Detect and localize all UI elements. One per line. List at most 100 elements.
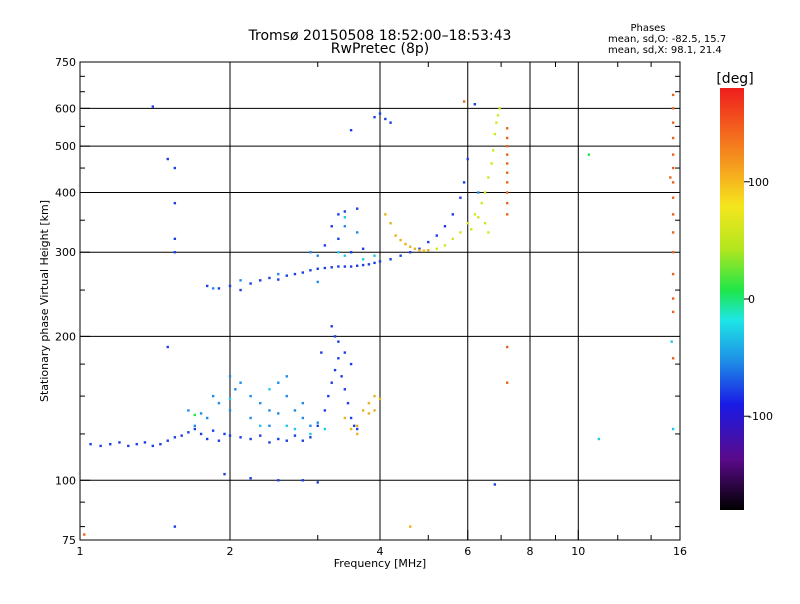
data-point	[470, 228, 473, 231]
data-point	[173, 251, 177, 254]
data-point	[285, 375, 288, 378]
data-point	[337, 340, 340, 343]
y-tick-label: 750	[55, 56, 76, 69]
data-point	[228, 284, 232, 288]
data-point	[505, 181, 509, 184]
data-point	[349, 427, 353, 431]
data-point	[669, 176, 672, 179]
data-point	[670, 340, 673, 343]
data-point	[217, 439, 221, 442]
data-point	[671, 231, 675, 234]
data-point	[477, 216, 480, 219]
data-point	[343, 265, 347, 268]
data-point	[480, 201, 483, 205]
data-point	[473, 213, 477, 216]
data-point	[459, 196, 462, 199]
y-tick-label: 600	[55, 102, 76, 115]
data-point	[301, 271, 305, 274]
x-tick-label: 6	[464, 545, 471, 558]
data-point	[330, 325, 333, 328]
data-point	[268, 441, 271, 444]
data-point	[361, 258, 365, 261]
data-point	[205, 437, 209, 441]
data-point	[399, 254, 402, 257]
data-point	[259, 424, 262, 428]
data-point	[249, 416, 252, 420]
data-point	[349, 362, 353, 366]
y-tick-label: 100	[55, 474, 76, 487]
data-point	[223, 472, 226, 476]
data-point	[228, 397, 232, 401]
data-point	[151, 105, 155, 108]
data-point	[671, 121, 675, 124]
data-point	[199, 412, 203, 415]
data-point	[228, 375, 232, 378]
data-point	[268, 276, 271, 280]
data-point	[355, 231, 359, 234]
x-tick-label: 8	[527, 545, 534, 558]
data-point	[435, 247, 438, 250]
data-point	[462, 100, 466, 103]
x-axis: 1 2 4 6 8 10 16	[77, 62, 687, 558]
data-point	[193, 427, 197, 431]
colorbar: [deg] 100 0 -100	[716, 71, 773, 510]
data-point	[259, 401, 262, 405]
data-points	[83, 93, 675, 536]
data-point	[239, 381, 242, 384]
data-point	[422, 249, 426, 253]
data-point	[285, 424, 288, 428]
colorbar-label: [deg]	[716, 71, 753, 87]
data-point	[361, 409, 365, 412]
data-point	[373, 254, 376, 257]
data-point	[493, 483, 497, 486]
data-point	[378, 397, 382, 401]
data-point	[173, 525, 177, 528]
data-point	[355, 427, 359, 431]
x-tick-label: 4	[377, 545, 384, 558]
data-point	[293, 272, 297, 276]
colorbar-gradient	[720, 88, 744, 510]
data-point	[337, 213, 340, 216]
data-point	[394, 234, 397, 237]
colorbar-tick-label: -100	[748, 410, 773, 423]
data-point	[301, 439, 305, 442]
data-point	[343, 388, 347, 391]
data-point	[309, 436, 312, 439]
data-point	[389, 258, 392, 261]
data-point	[268, 424, 271, 428]
data-point	[340, 375, 343, 378]
data-point	[277, 479, 280, 482]
y-axis: 75 100 200 300 400 500 600 750	[55, 56, 680, 547]
data-point	[505, 127, 509, 130]
data-point	[320, 351, 323, 354]
data-point	[159, 442, 162, 446]
data-point	[268, 388, 271, 391]
data-point	[199, 432, 203, 436]
data-point	[173, 237, 177, 241]
data-point	[337, 251, 340, 254]
data-point	[309, 251, 312, 254]
data-point	[89, 442, 92, 446]
colorbar-ticks: 100 0 -100	[744, 176, 773, 423]
data-point	[409, 525, 412, 528]
data-point	[333, 335, 337, 338]
data-point	[418, 247, 421, 250]
data-point	[498, 107, 501, 110]
data-point	[505, 153, 509, 156]
data-point	[228, 434, 232, 437]
grid-lines	[80, 62, 680, 540]
data-point	[409, 251, 412, 254]
x-axis-label: Frequency [MHz]	[334, 557, 426, 570]
data-point	[277, 381, 280, 384]
data-point	[367, 401, 371, 405]
data-point	[330, 381, 333, 384]
data-point	[505, 201, 509, 205]
data-point	[187, 409, 190, 412]
data-point	[671, 251, 675, 254]
data-point	[151, 444, 155, 448]
x-tick-label: 1	[77, 545, 84, 558]
data-point	[173, 201, 177, 205]
data-point	[671, 272, 675, 276]
data-point	[483, 222, 487, 225]
data-point	[505, 171, 509, 174]
